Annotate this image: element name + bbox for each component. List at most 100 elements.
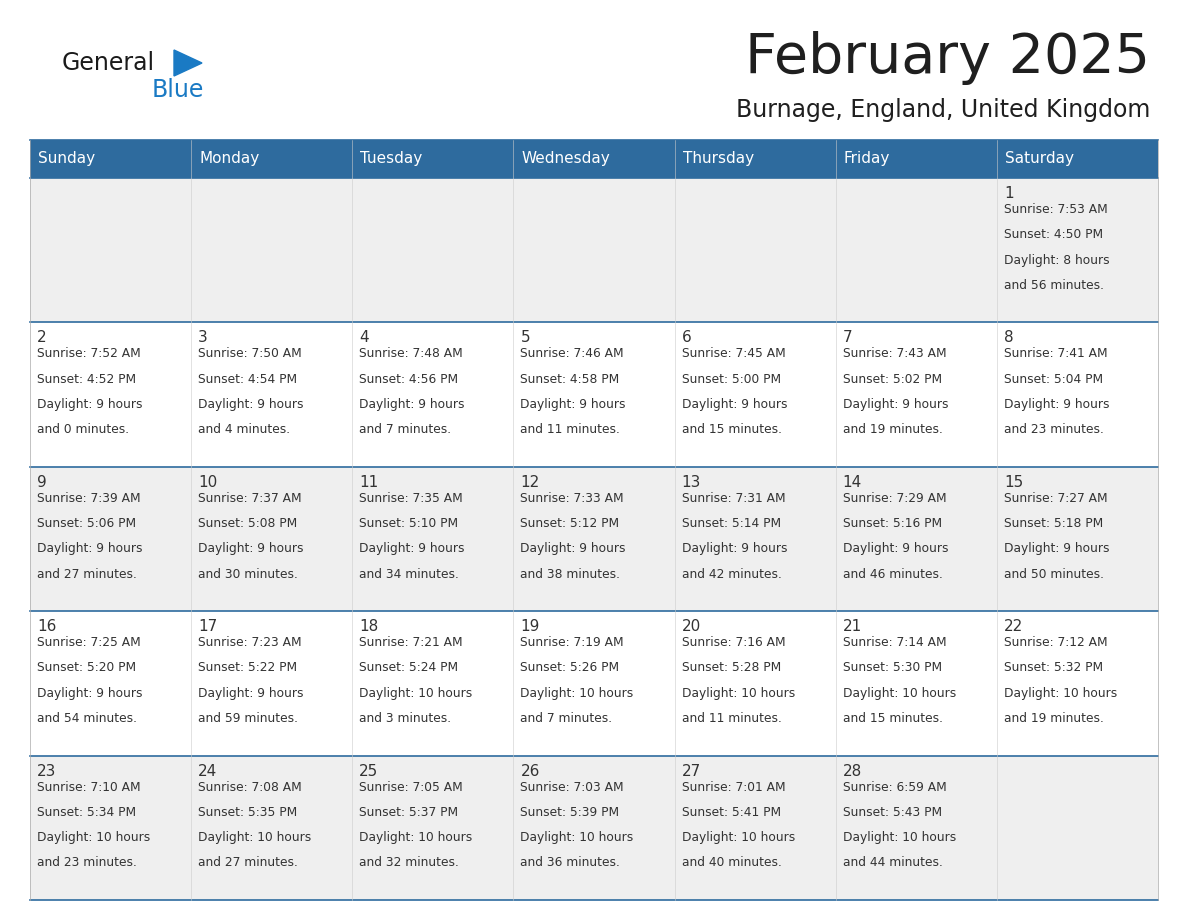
Text: Monday: Monday bbox=[200, 151, 259, 166]
Text: Daylight: 10 hours: Daylight: 10 hours bbox=[37, 831, 150, 845]
Text: Sunset: 5:24 PM: Sunset: 5:24 PM bbox=[359, 662, 459, 675]
Text: 8: 8 bbox=[1004, 330, 1013, 345]
Text: Sunrise: 7:21 AM: Sunrise: 7:21 AM bbox=[359, 636, 463, 649]
Text: and 27 minutes.: and 27 minutes. bbox=[37, 567, 137, 580]
Text: 17: 17 bbox=[198, 620, 217, 634]
Text: Daylight: 10 hours: Daylight: 10 hours bbox=[1004, 687, 1117, 700]
Text: and 50 minutes.: and 50 minutes. bbox=[1004, 567, 1104, 580]
Text: Sunset: 4:56 PM: Sunset: 4:56 PM bbox=[359, 373, 459, 386]
Text: Sunrise: 7:23 AM: Sunrise: 7:23 AM bbox=[198, 636, 302, 649]
Text: Sunrise: 7:29 AM: Sunrise: 7:29 AM bbox=[842, 492, 947, 505]
Text: Sunset: 4:50 PM: Sunset: 4:50 PM bbox=[1004, 229, 1102, 241]
Text: and 59 minutes.: and 59 minutes. bbox=[198, 712, 298, 725]
Text: and 23 minutes.: and 23 minutes. bbox=[1004, 423, 1104, 436]
Text: 4: 4 bbox=[359, 330, 369, 345]
Text: Daylight: 10 hours: Daylight: 10 hours bbox=[682, 687, 795, 700]
Text: 19: 19 bbox=[520, 620, 539, 634]
Bar bbox=[30, 140, 191, 178]
Text: and 42 minutes.: and 42 minutes. bbox=[682, 567, 782, 580]
Text: 15: 15 bbox=[1004, 475, 1023, 490]
Text: Daylight: 10 hours: Daylight: 10 hours bbox=[842, 831, 956, 845]
Text: Sunset: 5:43 PM: Sunset: 5:43 PM bbox=[842, 806, 942, 819]
Text: Blue: Blue bbox=[152, 78, 204, 102]
Text: General: General bbox=[62, 51, 156, 75]
Text: and 56 minutes.: and 56 minutes. bbox=[1004, 279, 1104, 292]
Text: Sunrise: 7:46 AM: Sunrise: 7:46 AM bbox=[520, 347, 624, 361]
Text: and 54 minutes.: and 54 minutes. bbox=[37, 712, 137, 725]
Text: Sunrise: 7:53 AM: Sunrise: 7:53 AM bbox=[1004, 203, 1107, 216]
Text: and 7 minutes.: and 7 minutes. bbox=[520, 712, 613, 725]
Text: and 38 minutes.: and 38 minutes. bbox=[520, 567, 620, 580]
Text: Sunset: 5:41 PM: Sunset: 5:41 PM bbox=[682, 806, 781, 819]
Text: Sunset: 5:08 PM: Sunset: 5:08 PM bbox=[198, 517, 297, 530]
Text: Sunset: 5:28 PM: Sunset: 5:28 PM bbox=[682, 662, 781, 675]
Text: and 19 minutes.: and 19 minutes. bbox=[1004, 712, 1104, 725]
Text: Daylight: 9 hours: Daylight: 9 hours bbox=[842, 397, 948, 411]
Bar bbox=[191, 140, 353, 178]
Text: Sunrise: 7:33 AM: Sunrise: 7:33 AM bbox=[520, 492, 624, 505]
Text: 3: 3 bbox=[198, 330, 208, 345]
Text: Sunset: 5:02 PM: Sunset: 5:02 PM bbox=[842, 373, 942, 386]
Text: 28: 28 bbox=[842, 764, 862, 778]
Text: Sunrise: 7:19 AM: Sunrise: 7:19 AM bbox=[520, 636, 624, 649]
Text: and 15 minutes.: and 15 minutes. bbox=[842, 712, 943, 725]
Text: and 44 minutes.: and 44 minutes. bbox=[842, 856, 942, 869]
Text: Daylight: 10 hours: Daylight: 10 hours bbox=[682, 831, 795, 845]
Text: Sunrise: 7:01 AM: Sunrise: 7:01 AM bbox=[682, 780, 785, 793]
Text: Daylight: 9 hours: Daylight: 9 hours bbox=[520, 543, 626, 555]
Bar bbox=[513, 140, 675, 178]
Text: February 2025: February 2025 bbox=[745, 31, 1150, 85]
Text: 7: 7 bbox=[842, 330, 852, 345]
Text: Sunrise: 7:35 AM: Sunrise: 7:35 AM bbox=[359, 492, 463, 505]
Text: 25: 25 bbox=[359, 764, 379, 778]
Text: Daylight: 9 hours: Daylight: 9 hours bbox=[37, 397, 143, 411]
Text: and 15 minutes.: and 15 minutes. bbox=[682, 423, 782, 436]
Text: Friday: Friday bbox=[843, 151, 890, 166]
Text: Sunrise: 7:43 AM: Sunrise: 7:43 AM bbox=[842, 347, 947, 361]
Text: and 34 minutes.: and 34 minutes. bbox=[359, 567, 459, 580]
Text: 16: 16 bbox=[37, 620, 56, 634]
Text: Daylight: 10 hours: Daylight: 10 hours bbox=[198, 831, 311, 845]
Text: Sunset: 5:32 PM: Sunset: 5:32 PM bbox=[1004, 662, 1102, 675]
Text: Daylight: 9 hours: Daylight: 9 hours bbox=[198, 397, 304, 411]
Text: 26: 26 bbox=[520, 764, 539, 778]
Text: Daylight: 10 hours: Daylight: 10 hours bbox=[520, 831, 633, 845]
Text: 24: 24 bbox=[198, 764, 217, 778]
Text: and 3 minutes.: and 3 minutes. bbox=[359, 712, 451, 725]
Text: Sunset: 5:00 PM: Sunset: 5:00 PM bbox=[682, 373, 781, 386]
Text: Sunset: 5:20 PM: Sunset: 5:20 PM bbox=[37, 662, 137, 675]
Text: Sunrise: 7:08 AM: Sunrise: 7:08 AM bbox=[198, 780, 302, 793]
Text: Sunset: 5:16 PM: Sunset: 5:16 PM bbox=[842, 517, 942, 530]
Text: Daylight: 9 hours: Daylight: 9 hours bbox=[682, 543, 788, 555]
Bar bbox=[835, 140, 997, 178]
Text: Sunset: 5:34 PM: Sunset: 5:34 PM bbox=[37, 806, 137, 819]
Text: Sunset: 5:37 PM: Sunset: 5:37 PM bbox=[359, 806, 459, 819]
Text: Tuesday: Tuesday bbox=[360, 151, 423, 166]
Text: Daylight: 9 hours: Daylight: 9 hours bbox=[842, 543, 948, 555]
Text: Sunset: 5:06 PM: Sunset: 5:06 PM bbox=[37, 517, 137, 530]
Text: and 32 minutes.: and 32 minutes. bbox=[359, 856, 459, 869]
Text: 11: 11 bbox=[359, 475, 379, 490]
Text: Sunrise: 7:48 AM: Sunrise: 7:48 AM bbox=[359, 347, 463, 361]
Text: Thursday: Thursday bbox=[683, 151, 753, 166]
Text: Sunset: 5:39 PM: Sunset: 5:39 PM bbox=[520, 806, 620, 819]
Bar bbox=[353, 140, 513, 178]
Text: Sunset: 5:12 PM: Sunset: 5:12 PM bbox=[520, 517, 620, 530]
Text: Sunset: 5:18 PM: Sunset: 5:18 PM bbox=[1004, 517, 1104, 530]
Text: and 30 minutes.: and 30 minutes. bbox=[198, 567, 298, 580]
Text: 12: 12 bbox=[520, 475, 539, 490]
Text: Daylight: 10 hours: Daylight: 10 hours bbox=[359, 831, 473, 845]
Text: Sunday: Sunday bbox=[38, 151, 95, 166]
Text: Sunset: 5:14 PM: Sunset: 5:14 PM bbox=[682, 517, 781, 530]
Text: Sunrise: 7:05 AM: Sunrise: 7:05 AM bbox=[359, 780, 463, 793]
Text: Sunrise: 7:14 AM: Sunrise: 7:14 AM bbox=[842, 636, 947, 649]
Text: Sunrise: 7:12 AM: Sunrise: 7:12 AM bbox=[1004, 636, 1107, 649]
Text: and 4 minutes.: and 4 minutes. bbox=[198, 423, 290, 436]
Text: Sunrise: 7:25 AM: Sunrise: 7:25 AM bbox=[37, 636, 140, 649]
Text: 1: 1 bbox=[1004, 186, 1013, 201]
Text: Daylight: 9 hours: Daylight: 9 hours bbox=[359, 543, 465, 555]
Text: Daylight: 8 hours: Daylight: 8 hours bbox=[1004, 253, 1110, 266]
Text: 10: 10 bbox=[198, 475, 217, 490]
Bar bbox=[997, 140, 1158, 178]
Bar bbox=[30, 611, 1158, 756]
